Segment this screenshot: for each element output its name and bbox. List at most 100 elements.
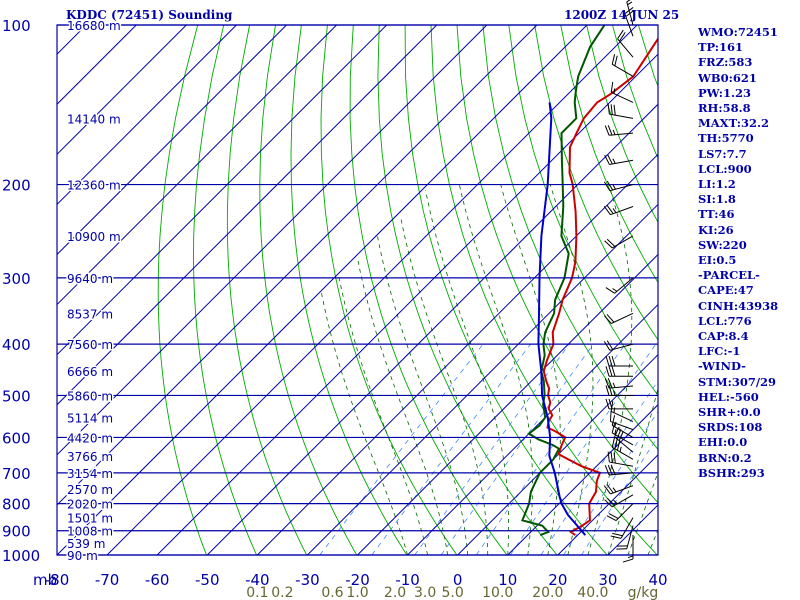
- isotherm-line: [57, 25, 187, 156]
- wind-barb: [611, 422, 634, 446]
- dry-adiabat-line: [349, 25, 508, 555]
- index-pw: PW:1.23: [698, 85, 752, 100]
- wind-barb: [603, 312, 634, 324]
- x-axis-unit-label: mb: [33, 571, 57, 589]
- height-label: 90 m: [67, 549, 98, 563]
- mixing-ratio-label: 20.0: [532, 585, 563, 600]
- dry-adiabat-line: [290, 25, 408, 555]
- height-label: 1008 m: [67, 525, 113, 539]
- x-tick-label: -70: [95, 571, 120, 589]
- wind-barb: [605, 355, 633, 367]
- isotherm-line: [106, 25, 638, 555]
- height-label: 8537 m: [67, 307, 113, 321]
- isotherm-line: [57, 25, 588, 555]
- wind-barb: [609, 410, 634, 431]
- height-label: 1501 m: [67, 512, 113, 526]
- dry-adiabats: [157, 25, 800, 555]
- mixing-ratio-line: [319, 343, 484, 555]
- dry-adiabat-line: [226, 25, 308, 555]
- wind-barb: [603, 340, 634, 351]
- mixing-ratio-label: 10.0: [482, 585, 513, 600]
- dry-adiabat-line: [259, 25, 358, 555]
- mixing-ratio-label: g/kg: [628, 585, 659, 600]
- index-tt: TT:46: [698, 207, 735, 222]
- height-label: 12360 m: [67, 179, 121, 193]
- mixing-ratio-label: 40.0: [577, 585, 608, 600]
- isotherm-line: [357, 253, 658, 555]
- x-tick-label: 40: [648, 571, 667, 589]
- index-ki: KI:26: [698, 222, 734, 237]
- index-cape: CAPE:47: [698, 283, 754, 298]
- wind-barb: [604, 494, 634, 508]
- height-label: 3154 m: [67, 467, 113, 481]
- index-sw: SW:220: [698, 237, 747, 252]
- station-title: KDDC (72451) Sounding: [66, 8, 233, 22]
- wind-barb: [603, 484, 634, 495]
- indices-panel: WMO:72451 TP:161 FRZ:583 WB0:621 PW:1.23…: [698, 25, 778, 481]
- mixing-ratio-label: 1.0: [346, 585, 368, 600]
- isotherm-line: [57, 25, 488, 456]
- isotherms: [57, 25, 658, 555]
- mixing-ratio-label: 3.0: [414, 585, 436, 600]
- wind-barb: [611, 437, 634, 460]
- moist-adiabat-line: [357, 257, 449, 555]
- wind-barb: [604, 154, 634, 165]
- dry-adiabat-line: [534, 25, 658, 341]
- wind-barb: [605, 398, 633, 410]
- index-hel: HEL:-560: [698, 389, 759, 404]
- dry-adiabat-line: [404, 25, 608, 555]
- wind-barbs: [603, 0, 635, 563]
- dry-adiabat-line: [157, 25, 207, 555]
- moist-adiabat-line: [338, 273, 428, 555]
- dewpoint-line: [521, 25, 606, 537]
- temperature-line: [542, 37, 658, 536]
- dry-adiabat-line: [560, 25, 658, 284]
- x-tick-label: 20: [548, 571, 567, 589]
- wind-barb: [606, 503, 634, 522]
- wind-barb: [626, 0, 634, 26]
- dry-adiabat-line: [794, 25, 800, 555]
- height-label: 14140 m: [67, 112, 121, 126]
- x-tick-label: -50: [195, 571, 220, 589]
- index-cinh: CINH:43938: [698, 298, 779, 313]
- index-rh: RH:58.8: [698, 101, 751, 116]
- wind-barb: [604, 235, 634, 249]
- wind-barb: [603, 204, 634, 216]
- x-tick-label: 30: [598, 571, 617, 589]
- index-ls7: LS7:7.7: [698, 146, 747, 161]
- index-lcl: LCL:900: [698, 161, 752, 176]
- index-maxt: MAXT:32.2: [698, 116, 769, 131]
- dry-adiabat-line: [377, 25, 558, 555]
- index-bshr: BSHR:293: [698, 465, 765, 480]
- wind-barb: [605, 366, 633, 377]
- x-tick-label: -60: [145, 571, 170, 589]
- index-ehi: EHI:0.0: [698, 435, 748, 450]
- x-tick-label: 10: [498, 571, 517, 589]
- index-frz: FRZ:583: [698, 55, 753, 70]
- wind-barb: [622, 535, 634, 563]
- dry-adiabat-line: [508, 25, 658, 397]
- wind-barb: [604, 125, 634, 136]
- section-wind: -WIND-: [698, 359, 746, 374]
- pressure-label: 1000: [2, 547, 40, 565]
- index-parcel-lcl: LCL:776: [698, 313, 752, 328]
- height-label: 5860 m: [67, 389, 113, 403]
- index-cap: CAP:8.4: [698, 329, 749, 344]
- moist-adiabat-line: [500, 184, 561, 555]
- wind-barb: [611, 415, 634, 438]
- dry-adiabat-line: [193, 25, 258, 555]
- wind-barb: [610, 81, 634, 103]
- wind-barb: [604, 378, 634, 389]
- wind-barb: [616, 525, 634, 550]
- x-tick-label: -30: [295, 571, 320, 589]
- wind-barb: [604, 464, 634, 476]
- height-label: 4420 m: [67, 431, 113, 445]
- wind-barb: [610, 400, 634, 422]
- isotherm-line: [256, 153, 658, 555]
- isotherm-line: [407, 303, 658, 555]
- height-label: 10900 m: [67, 230, 121, 244]
- x-tick-label: -40: [245, 571, 270, 589]
- index-lfc: LFC:-1: [698, 344, 741, 359]
- isotherm-line: [156, 53, 658, 555]
